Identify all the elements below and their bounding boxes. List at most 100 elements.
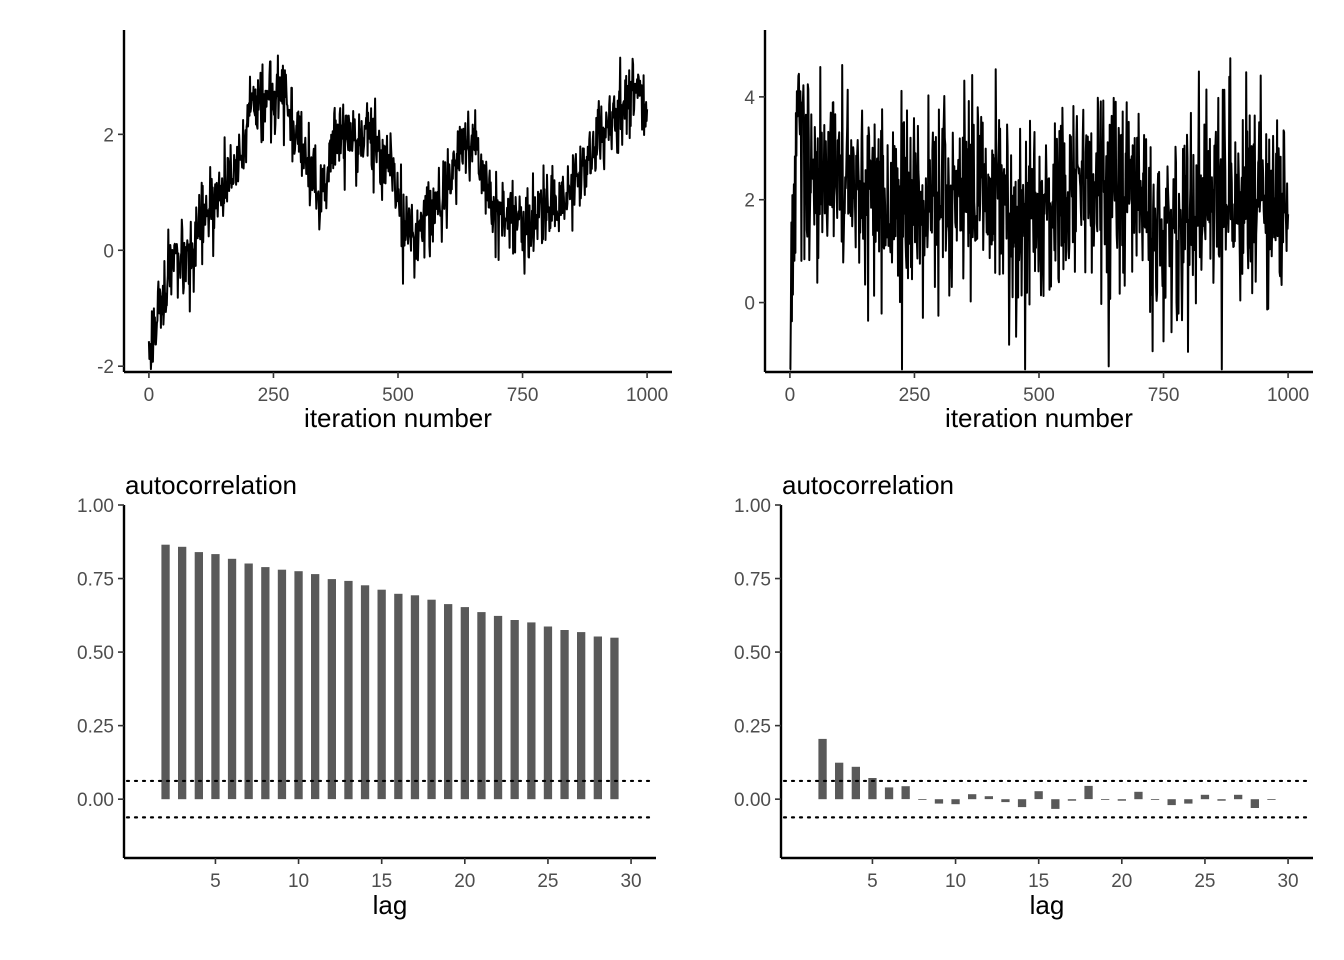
acf-bar-lag-26 bbox=[1217, 799, 1226, 801]
acf-bar-lag-8 bbox=[918, 799, 927, 800]
trace-series-line bbox=[147, 54, 649, 371]
acf-bar-lag-2 bbox=[161, 544, 170, 800]
acf-bar-lag-16 bbox=[1051, 799, 1060, 809]
x-tick-label: 25 bbox=[537, 871, 558, 892]
acf-bar-lag-20 bbox=[1117, 799, 1126, 801]
acf-bar-lag-19 bbox=[444, 604, 453, 800]
acf-bar-lag-28 bbox=[593, 636, 602, 800]
acf-bar-lag-5 bbox=[868, 778, 877, 800]
acf-bar-lag-2 bbox=[818, 738, 827, 800]
acf-bar-lag-12 bbox=[327, 579, 336, 800]
x-tick-label: 750 bbox=[1148, 385, 1180, 406]
acf-bar-lag-20 bbox=[460, 607, 469, 800]
x-axis-title: lag bbox=[373, 890, 408, 920]
acf-bar-lag-15 bbox=[1034, 791, 1043, 800]
acf-bar-lag-26 bbox=[560, 630, 569, 800]
x-tick-label: 750 bbox=[507, 385, 539, 406]
acf-bar-lag-3 bbox=[178, 546, 187, 800]
acf-bar-lag-13 bbox=[1001, 799, 1010, 803]
acf-right-panel: autocorrelation 5 10 15 20 25 30 0.00 0.25 0.50 0.… bbox=[734, 470, 1313, 920]
acf-bar-lag-8 bbox=[261, 567, 270, 800]
x-tick-label: 0 bbox=[785, 385, 796, 406]
x-tick-label: 250 bbox=[899, 385, 931, 406]
acf-bar-lag-27 bbox=[1234, 794, 1243, 800]
x-tick-label: 1000 bbox=[626, 385, 668, 406]
acf-bar-lag-13 bbox=[344, 580, 353, 800]
x-tick-label: 15 bbox=[1028, 871, 1049, 892]
acf-bar-lag-6 bbox=[227, 558, 237, 800]
acf-bar-lag-23 bbox=[1167, 799, 1176, 806]
acf-bar-lag-4 bbox=[194, 552, 203, 800]
acf-bar-lag-22 bbox=[1150, 799, 1160, 800]
acf-bar-lag-29 bbox=[1267, 799, 1276, 800]
chart-title: autocorrelation bbox=[782, 470, 954, 500]
x-axis-title: iteration number bbox=[304, 403, 492, 433]
acf-bar-lag-18 bbox=[427, 599, 436, 800]
trace-left-panel: 0 250 500 750 1000 -2 0 2 iteration number bbox=[97, 30, 672, 433]
acf-bar-lag-11 bbox=[311, 574, 320, 800]
y-tick-label: 0.25 bbox=[734, 717, 771, 738]
y-tick-label: 1.00 bbox=[77, 496, 114, 517]
x-axis-title: lag bbox=[1030, 890, 1065, 920]
acf-bar-lag-6 bbox=[884, 787, 894, 800]
x-tick-label: 30 bbox=[620, 871, 641, 892]
x-tick-label: 20 bbox=[1111, 871, 1132, 892]
y-tick-label: 0.75 bbox=[77, 570, 114, 591]
acf-bar-lag-11 bbox=[968, 794, 977, 800]
y-tick-label: 0.00 bbox=[734, 790, 771, 811]
acf-bar-lag-7 bbox=[244, 563, 253, 800]
acf-bar-lag-24 bbox=[1184, 799, 1193, 804]
acf-bar-lag-14 bbox=[360, 585, 370, 800]
x-tick-label: 0 bbox=[144, 385, 155, 406]
y-tick-label: 0.25 bbox=[77, 717, 114, 738]
y-tick-label: 0 bbox=[744, 294, 755, 315]
acf-bar-lag-16 bbox=[394, 593, 403, 800]
acf-bar-lag-18 bbox=[1084, 785, 1093, 800]
y-tick-label: 0 bbox=[103, 241, 114, 262]
x-tick-label: 30 bbox=[1277, 871, 1298, 892]
x-tick-label: 500 bbox=[1023, 385, 1055, 406]
acf-bar-lag-9 bbox=[277, 569, 287, 800]
trace-right-panel: 0 250 500 750 1000 0 2 4 iteration number bbox=[744, 30, 1313, 433]
y-tick-label: 0.50 bbox=[734, 643, 771, 664]
x-tick-label: 5 bbox=[867, 871, 878, 892]
x-tick-label: 1000 bbox=[1267, 385, 1309, 406]
trace-series-line bbox=[789, 57, 1290, 371]
chart-title: autocorrelation bbox=[125, 470, 297, 500]
acf-bar-lag-10 bbox=[951, 799, 960, 805]
x-tick-label: 10 bbox=[288, 871, 309, 892]
acf-bar-lag-12 bbox=[984, 796, 993, 800]
x-tick-label: 250 bbox=[258, 385, 290, 406]
acf-bar-lag-27 bbox=[577, 632, 586, 800]
x-tick-label: 15 bbox=[371, 871, 392, 892]
acf-bar-lag-28 bbox=[1250, 799, 1259, 808]
acf-bar-lag-22 bbox=[493, 615, 503, 800]
y-tick-label: 4 bbox=[744, 88, 755, 109]
acf-bar-lag-21 bbox=[477, 612, 486, 800]
y-tick-label: 0.00 bbox=[77, 790, 114, 811]
acf-bar-lag-17 bbox=[410, 595, 420, 800]
acf-bar-lag-25 bbox=[1200, 794, 1210, 800]
acf-left-panel: autocorrelation 5 10 15 20 25 30 0.00 0.25 0.50 0.… bbox=[77, 470, 656, 920]
acf-bar-lag-19 bbox=[1101, 799, 1110, 800]
x-tick-label: 20 bbox=[454, 871, 475, 892]
acf-bar-lag-29 bbox=[610, 637, 619, 800]
acf-bar-lag-9 bbox=[934, 799, 944, 804]
x-tick-label: 25 bbox=[1194, 871, 1215, 892]
x-tick-label: 5 bbox=[210, 871, 221, 892]
acf-bar-lag-5 bbox=[211, 554, 220, 800]
y-tick-label: 0.50 bbox=[77, 643, 114, 664]
y-tick-label: 1.00 bbox=[734, 496, 771, 517]
y-tick-label: -2 bbox=[97, 357, 114, 378]
acf-bar-lag-4 bbox=[851, 766, 860, 800]
x-tick-label: 10 bbox=[945, 871, 966, 892]
acf-bar-lag-14 bbox=[1017, 799, 1027, 808]
x-axis-title: iteration number bbox=[945, 403, 1133, 433]
acf-bar-lag-7 bbox=[901, 786, 910, 800]
y-tick-label: 2 bbox=[744, 191, 755, 212]
y-tick-label: 2 bbox=[103, 125, 114, 146]
acf-bar-lag-17 bbox=[1067, 799, 1077, 801]
acf-bar-lag-23 bbox=[510, 620, 519, 800]
acf-bar-lag-21 bbox=[1134, 791, 1143, 800]
